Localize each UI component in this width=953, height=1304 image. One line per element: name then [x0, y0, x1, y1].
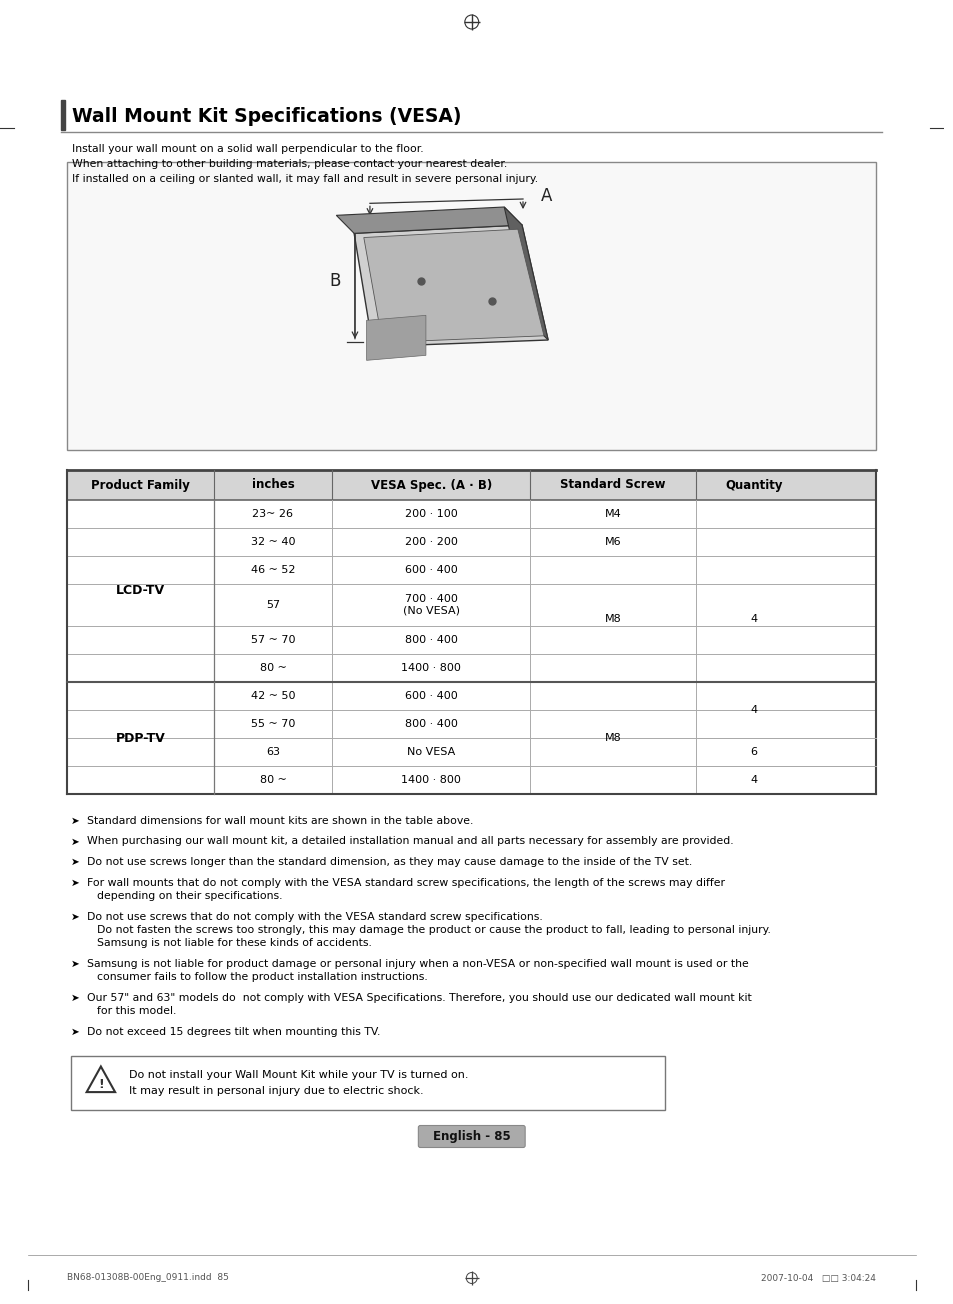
Text: LCD-TV: LCD-TV: [115, 584, 165, 597]
Text: 800 · 400: 800 · 400: [404, 635, 457, 645]
Text: A: A: [540, 188, 552, 205]
Bar: [71, 1055, 664, 1110]
Text: When attaching to other building materials, please contact your nearest dealer.: When attaching to other building materia…: [72, 159, 507, 170]
Text: For wall mounts that do not comply with the VESA standard screw specifications, : For wall mounts that do not comply with …: [87, 878, 724, 888]
Text: ➤: ➤: [71, 836, 80, 846]
Text: BN68-01308B-00Eng_0911.indd  85: BN68-01308B-00Eng_0911.indd 85: [67, 1274, 229, 1283]
Text: M8: M8: [604, 733, 621, 743]
Text: B: B: [329, 273, 340, 289]
Text: 600 · 400: 600 · 400: [404, 691, 457, 702]
Text: ➤: ➤: [71, 878, 80, 888]
Text: 700 · 400
(No VESA): 700 · 400 (No VESA): [402, 595, 459, 615]
Text: 32 ~ 40: 32 ~ 40: [251, 537, 294, 546]
Text: If installed on a ceiling or slanted wall, it may fall and result in severe pers: If installed on a ceiling or slanted wal…: [72, 173, 537, 184]
Text: ➤: ➤: [71, 816, 80, 825]
Text: 46 ~ 52: 46 ~ 52: [251, 565, 294, 575]
Text: Wall Mount Kit Specifications (VESA): Wall Mount Kit Specifications (VESA): [72, 107, 461, 125]
Text: !: !: [98, 1077, 104, 1090]
Bar: [61, 100, 65, 130]
Polygon shape: [87, 1067, 115, 1091]
Text: 4: 4: [749, 775, 757, 785]
Text: 42 ~ 50: 42 ~ 50: [251, 691, 294, 702]
Text: ➤: ➤: [71, 911, 80, 922]
Text: 80 ~: 80 ~: [259, 775, 286, 785]
Text: ➤: ➤: [71, 994, 80, 1003]
Polygon shape: [363, 230, 543, 343]
Text: M4: M4: [604, 509, 621, 519]
Text: Do not use screws that do not comply with the VESA standard screw specifications: Do not use screws that do not comply wit…: [87, 911, 542, 922]
Text: Samsung is not liable for product damage or personal injury when a non-VESA or n: Samsung is not liable for product damage…: [87, 958, 748, 969]
Text: Product Family: Product Family: [91, 479, 190, 492]
Text: English - 85: English - 85: [433, 1131, 510, 1144]
Bar: [67, 469, 876, 499]
Polygon shape: [504, 207, 548, 340]
Text: ➤: ➤: [71, 857, 80, 867]
Text: M6: M6: [604, 537, 620, 546]
Text: Do not fasten the screws too strongly, this may damage the product or cause the : Do not fasten the screws too strongly, t…: [97, 925, 770, 935]
Text: Standard dimensions for wall mount kits are shown in the table above.: Standard dimensions for wall mount kits …: [87, 816, 473, 825]
Text: M8: M8: [604, 614, 621, 625]
Bar: [67, 162, 876, 450]
Text: 6: 6: [749, 747, 757, 758]
Text: Install your wall mount on a solid wall perpendicular to the floor.: Install your wall mount on a solid wall …: [72, 143, 423, 154]
Text: ➤: ➤: [71, 1028, 80, 1037]
Text: 1400 · 800: 1400 · 800: [401, 775, 460, 785]
Text: 4: 4: [749, 614, 757, 625]
Text: 200 · 200: 200 · 200: [404, 537, 457, 546]
Text: VESA Spec. (A · B): VESA Spec. (A · B): [370, 479, 492, 492]
Text: Do not install your Wall Mount Kit while your TV is turned on.: Do not install your Wall Mount Kit while…: [129, 1069, 468, 1080]
Text: ➤: ➤: [71, 958, 80, 969]
Text: Standard Screw: Standard Screw: [559, 479, 665, 492]
Text: 55 ~ 70: 55 ~ 70: [251, 719, 294, 729]
Text: for this model.: for this model.: [97, 1007, 176, 1017]
Text: No VESA: No VESA: [407, 747, 455, 758]
Polygon shape: [354, 226, 548, 347]
Text: 4: 4: [749, 705, 757, 715]
Text: Quantity: Quantity: [724, 479, 781, 492]
Text: 600 · 400: 600 · 400: [404, 565, 457, 575]
Text: Our 57" and 63" models do  not comply with VESA Specifications. Therefore, you s: Our 57" and 63" models do not comply wit…: [87, 994, 751, 1003]
Text: inches: inches: [252, 479, 294, 492]
Text: 1400 · 800: 1400 · 800: [401, 662, 460, 673]
Text: consumer fails to follow the product installation instructions.: consumer fails to follow the product ins…: [97, 973, 427, 982]
Text: 800 · 400: 800 · 400: [404, 719, 457, 729]
Polygon shape: [366, 316, 425, 360]
Text: 57 ~ 70: 57 ~ 70: [251, 635, 294, 645]
Text: Do not use screws longer than the standard dimension, as they may cause damage t: Do not use screws longer than the standa…: [87, 857, 692, 867]
Text: When purchasing our wall mount kit, a detailed installation manual and all parts: When purchasing our wall mount kit, a de…: [87, 836, 733, 846]
Text: Do not exceed 15 degrees tilt when mounting this TV.: Do not exceed 15 degrees tilt when mount…: [87, 1028, 380, 1037]
Polygon shape: [336, 207, 521, 233]
FancyBboxPatch shape: [418, 1125, 524, 1148]
Text: 2007-10-04   □□ 3:04:24: 2007-10-04 □□ 3:04:24: [760, 1274, 876, 1283]
Text: PDP-TV: PDP-TV: [115, 732, 165, 745]
Text: 57: 57: [266, 600, 280, 610]
Text: 23~ 26: 23~ 26: [253, 509, 294, 519]
Text: depending on their specifications.: depending on their specifications.: [97, 891, 282, 901]
Text: 80 ~: 80 ~: [259, 662, 286, 673]
Text: 200 · 100: 200 · 100: [404, 509, 457, 519]
Text: Samsung is not liable for these kinds of accidents.: Samsung is not liable for these kinds of…: [97, 939, 372, 948]
Text: 63: 63: [266, 747, 279, 758]
Text: It may result in personal injury due to electric shock.: It may result in personal injury due to …: [129, 1085, 423, 1095]
